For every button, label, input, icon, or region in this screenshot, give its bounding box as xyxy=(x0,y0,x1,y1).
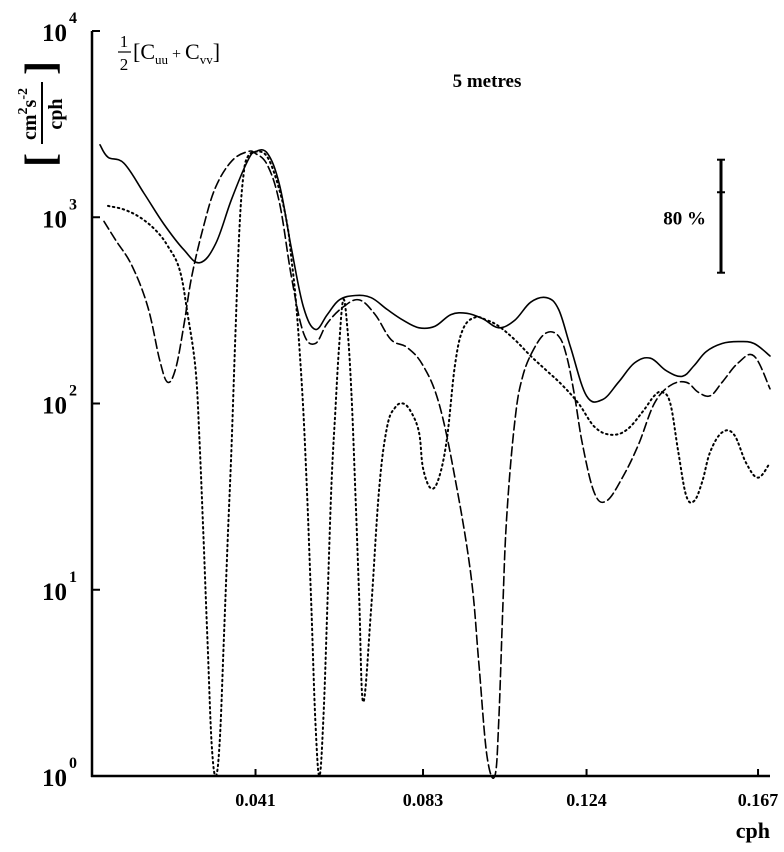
series-line-solid xyxy=(99,144,771,403)
formula-denominator: 2 xyxy=(120,55,129,74)
y-tick-exponent: 3 xyxy=(69,196,77,213)
confidence-bar-label: 80 % xyxy=(663,208,706,229)
x-tick-label: 0.083 xyxy=(403,790,444,810)
formula-sub-vv: vv xyxy=(200,52,214,67)
confidence-interval-bar: 80 % xyxy=(663,158,725,274)
y-label-sup2: 2 xyxy=(16,107,31,114)
series-line-dashed xyxy=(103,150,771,779)
y-tick-label: 10 xyxy=(42,20,67,47)
y-label-bracket-right: ] xyxy=(18,61,64,75)
y-axis-label: [ cm2s-2 cph ] xyxy=(16,61,67,167)
y-tick-label: 10 xyxy=(42,393,67,420)
y-tick-exponent: 0 xyxy=(69,755,77,772)
series-group xyxy=(99,144,771,779)
y-label-sup-neg2: -2 xyxy=(16,88,31,100)
chart-title: 5 metres xyxy=(453,71,522,92)
y-tick-exponent: 2 xyxy=(69,383,77,400)
formula-c1: C xyxy=(140,39,155,64)
y-tick-label: 10 xyxy=(42,206,67,233)
y-label-denominator: cph xyxy=(45,98,67,129)
x-axis-label: cph xyxy=(736,818,770,843)
y-label-bracket-left: [ xyxy=(18,153,64,167)
y-tick-label: 10 xyxy=(42,579,67,606)
y-tick-label: 10 xyxy=(42,765,67,792)
y-label-numerator: cm2s-2 xyxy=(16,88,41,140)
y-label-s: s xyxy=(19,99,41,107)
formula-numerator: 1 xyxy=(120,32,129,51)
formula-c2: C xyxy=(185,39,200,64)
formula-sub-uu: uu xyxy=(155,52,169,67)
formula-annotation: 1 2 [Cuu + Cvv] xyxy=(118,32,220,74)
x-tick-label: 0.124 xyxy=(566,790,607,810)
x-tick-label: 0.041 xyxy=(235,790,276,810)
formula-bracket-expression: [Cuu + Cvv] xyxy=(133,39,220,67)
formula-plus: + xyxy=(172,46,181,63)
series-line-dotted xyxy=(107,150,771,777)
y-tick-exponent: 1 xyxy=(69,569,77,586)
x-tick-label: 0.167 xyxy=(738,790,779,810)
y-tick-exponent: 4 xyxy=(69,10,77,27)
x-tick-group: 0.041 0.083 0.124 0.167 xyxy=(235,769,778,810)
y-label-cm: cm xyxy=(19,114,41,140)
